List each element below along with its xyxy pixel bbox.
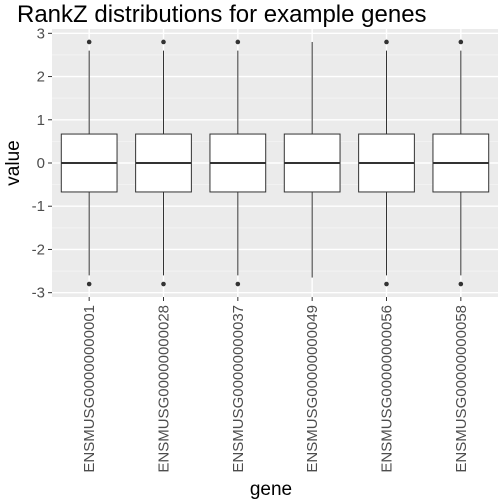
y-axis: 3 2 1 0 -1 -2 -3 xyxy=(32,25,52,302)
y-tick-label: 3 xyxy=(37,25,45,42)
x-tick-label: ENSMUSG00000000056 xyxy=(379,305,396,473)
y-tick-label: 1 xyxy=(37,112,45,129)
outlier-point xyxy=(161,281,166,287)
box-3 xyxy=(209,39,267,287)
y-axis-title: value xyxy=(3,140,24,185)
x-tick-label: ENSMUSG00000000049 xyxy=(304,305,321,473)
box-4 xyxy=(283,41,341,278)
outlier-point xyxy=(86,281,92,287)
y-tick-label: 2 xyxy=(37,69,45,86)
outlier-point xyxy=(161,39,166,45)
x-axis-title: gene xyxy=(250,479,292,500)
box-2 xyxy=(135,39,192,287)
y-tick-label: -1 xyxy=(32,198,45,215)
outlier-point xyxy=(235,39,241,45)
x-axis: ENSMUSG00000000001 ENSMUSG00000000028 ENSM… xyxy=(81,297,470,473)
y-tick-label: -3 xyxy=(32,285,45,302)
outlier-point xyxy=(458,281,464,287)
x-tick-label: ENSMUSG00000000001 xyxy=(81,305,98,473)
y-tick-label: -2 xyxy=(32,241,45,258)
outlier-point xyxy=(384,39,389,45)
x-tick-label: ENSMUSG00000000058 xyxy=(453,305,470,473)
box-1 xyxy=(60,39,118,287)
box-6 xyxy=(432,39,490,287)
chart-title: RankZ distributions for example genes xyxy=(17,1,427,28)
outlier-point xyxy=(458,39,464,45)
box-5 xyxy=(358,39,415,287)
box-group xyxy=(60,39,490,287)
x-tick-label: ENSMUSG00000000028 xyxy=(156,305,173,473)
outlier-point xyxy=(86,39,92,45)
x-tick-label: ENSMUSG00000000037 xyxy=(230,305,247,473)
outlier-point xyxy=(235,281,241,287)
outlier-point xyxy=(384,281,389,287)
y-tick-label: 0 xyxy=(37,155,45,172)
